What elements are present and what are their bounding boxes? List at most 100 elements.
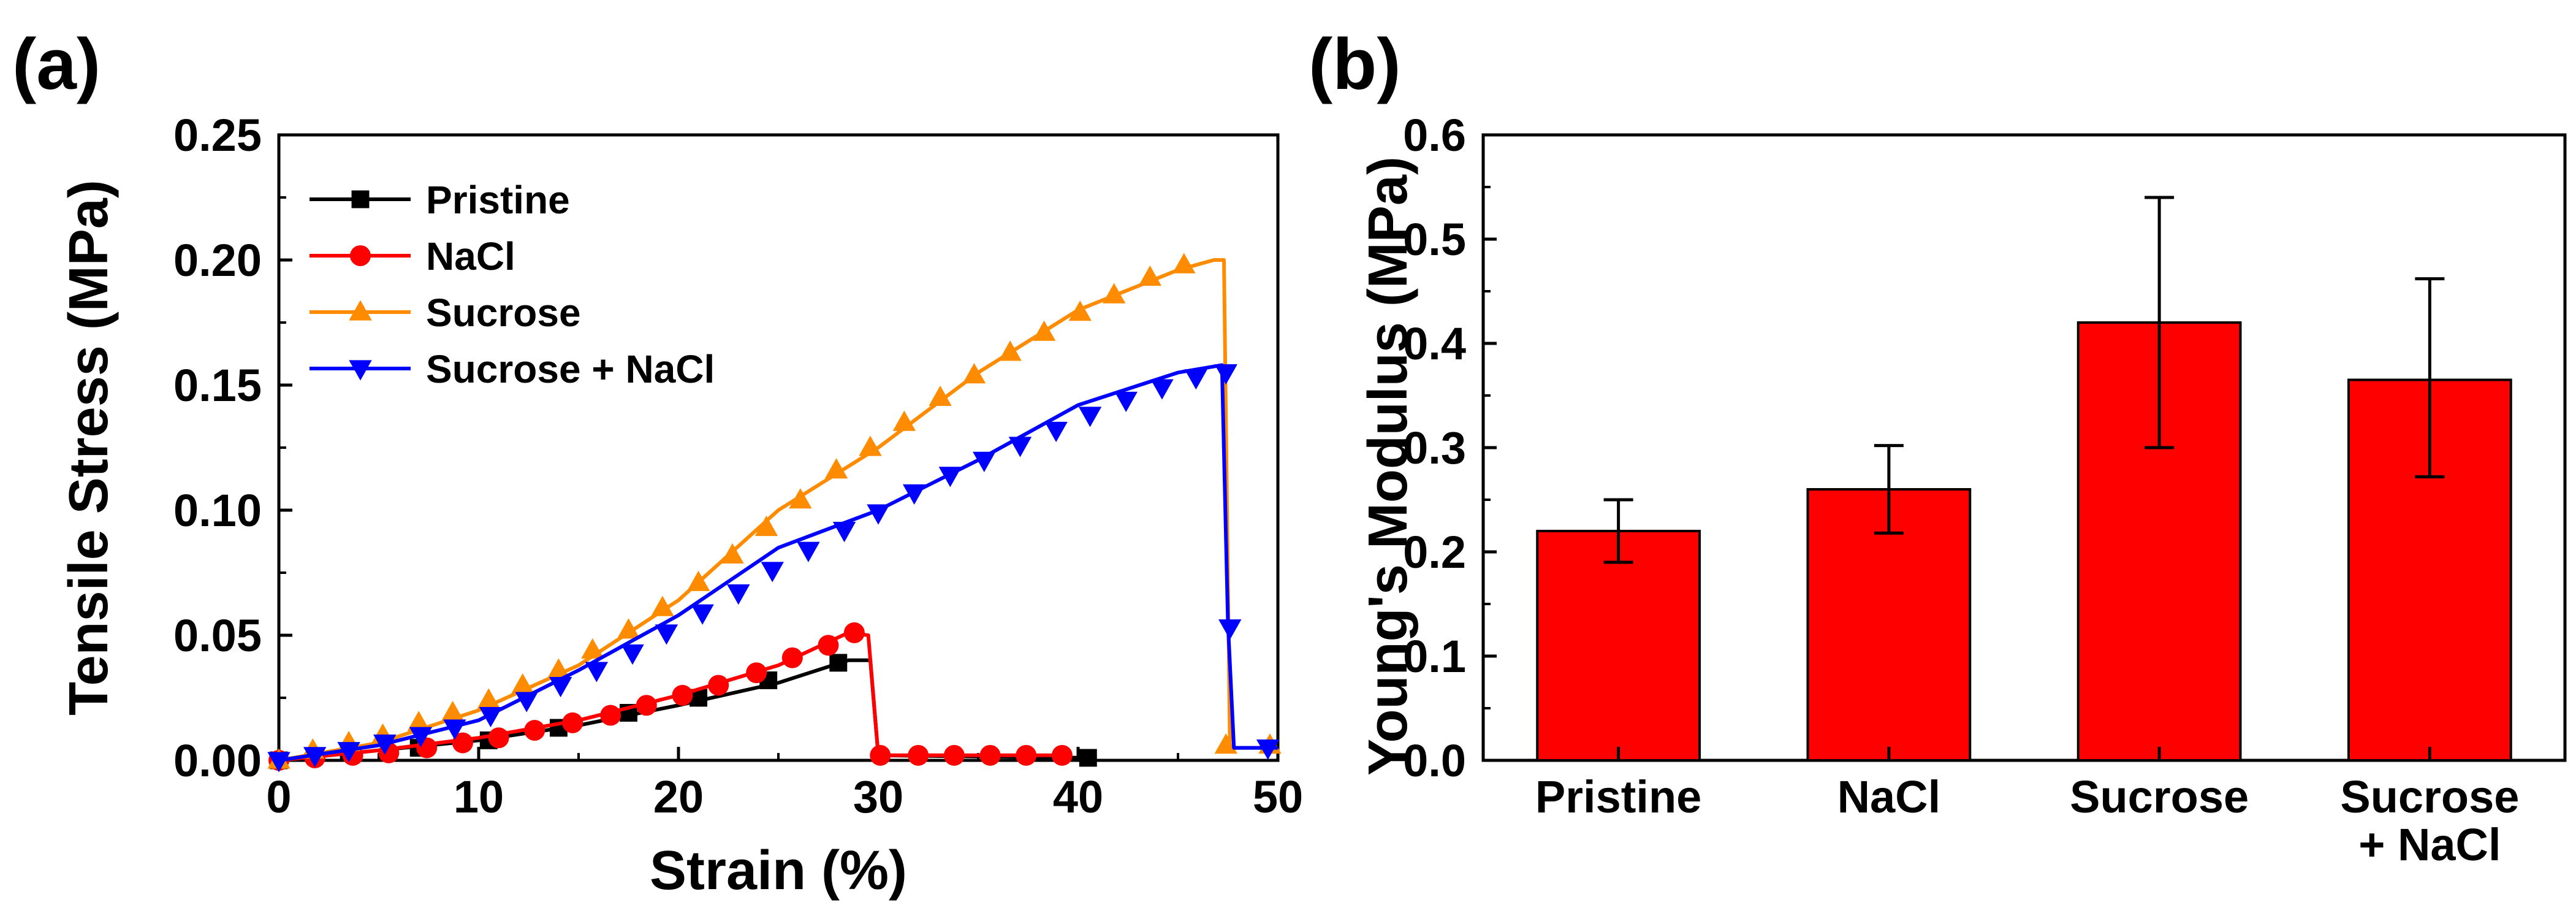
data-point-nacl [488,727,509,749]
legend-label-sucrose: Sucrose [426,291,581,335]
data-point-sucrose-nacl [1044,421,1068,442]
data-point-sucrose-nacl [549,677,572,698]
category-label: Pristine [1535,771,1701,822]
y-axis-title-a: Tensile Stress (MPa) [58,180,120,716]
data-point-sucrose-nacl [585,662,609,682]
data-point-sucrose-nacl [761,562,784,583]
series-nacl [268,622,1073,771]
data-point-sucrose [1102,283,1126,304]
y-tick-label: 0.5 [1403,214,1466,265]
x-axis-title-a: Strain (%) [650,840,907,901]
data-point-nacl [672,684,693,706]
y-tick-label: 0.4 [1403,318,1466,369]
error-bar [2415,277,2445,479]
data-point-sucrose-nacl [938,467,962,487]
data-point-sucrose [581,638,604,659]
data-point-sucrose-nacl [373,734,397,755]
data-point-sucrose [1214,733,1237,754]
data-point-sucrose [511,673,534,694]
data-point-nacl [908,744,929,766]
legend-label-pristine: Pristine [426,178,570,222]
data-point-sucrose-nacl [797,541,820,562]
data-point-nacl [746,662,767,684]
data-point-nacl [708,675,729,696]
data-point-nacl [600,705,621,726]
category-label: Sucrose [2070,771,2249,822]
legend-label-sucrose-nacl: Sucrose + NaCl [426,347,715,391]
x-tick-label: 30 [853,771,903,822]
youngs-modulus-chart: (b) 0.0 0.1 0.2 0.3 0.4 0.5 0.6 Pristine NaCl Su… [1309,24,2567,870]
data-point-nacl [452,732,473,754]
data-point-sucrose [892,410,916,431]
y-tick-label: 0.05 [173,610,262,661]
data-point-sucrose-nacl [1078,407,1102,427]
data-point-sucrose [754,516,778,537]
data-point-nacl [1051,744,1073,766]
data-point-nacl [1016,744,1037,766]
y-tick-label: 0.20 [173,235,262,286]
legend-marker-sucrose-nacl [349,360,372,381]
data-point-sucrose [929,385,952,406]
data-point-nacl [562,712,583,733]
data-point-sucrose-nacl [621,644,644,665]
y-tick-label: 0.10 [173,485,262,536]
data-point-sucrose-nacl [479,706,503,728]
data-point-sucrose [617,618,640,639]
x-tick-label: 50 [1253,771,1303,822]
y-tick-label: 0.1 [1403,631,1466,682]
data-point-sucrose-nacl [1150,379,1174,400]
legend-marker-sucrose [349,300,372,321]
legend-item-sucrose-nacl: Sucrose + NaCl [310,347,715,391]
data-point-sucrose [721,543,744,564]
data-point-sucrose [1068,300,1092,321]
data-point-sucrose-nacl [1214,364,1237,385]
data-point-sucrose-nacl [267,752,291,773]
legend-marker-nacl [350,245,371,266]
data-point-sucrose-nacl [973,451,996,472]
y-tick-label: 0.00 [173,735,262,786]
data-point-sucrose-nacl [409,727,433,747]
data-point-nacl [979,744,1001,766]
data-point-pristine [829,654,848,672]
series-sucrose [267,253,1282,769]
y-tick-label: 0.3 [1403,422,1466,473]
data-point-sucrose-nacl [1008,437,1032,457]
data-point-sucrose-nacl [867,504,890,525]
x-tick-label: 20 [653,771,704,822]
y-tick-label: 0.15 [173,360,262,411]
series-sucrose-nacl [267,363,1280,773]
data-point-nacl [818,635,839,656]
data-point-sucrose [859,435,882,456]
data-point-sucrose [962,363,986,384]
legend-item-nacl: NaCl [310,234,515,278]
y-tick-label: 0.25 [173,110,262,161]
legend-label-nacl: NaCl [426,234,515,278]
y-tick-label: 0.2 [1403,527,1466,578]
data-point-sucrose-nacl [443,719,466,740]
data-point-sucrose [441,700,465,722]
panel-b-label: (b) [1309,24,1401,105]
data-point-nacl [943,744,965,766]
data-point-sucrose [1032,320,1056,341]
x-tick-label: 10 [454,771,504,822]
data-point-sucrose [547,658,571,679]
data-point-sucrose [824,458,848,479]
data-point-nacl [870,744,891,766]
data-point-sucrose [1172,253,1196,273]
data-point-sucrose-nacl [337,742,360,763]
data-point-sucrose-nacl [1114,391,1138,413]
data-point-nacl [781,647,803,668]
series-line-pristine [278,658,1089,762]
legend-item-pristine: Pristine [310,178,570,222]
data-point-sucrose [686,570,710,591]
data-point-sucrose [998,340,1022,361]
error-bar [1874,444,1904,535]
data-point-sucrose [477,688,500,709]
bar [1536,530,1701,762]
category-label: Sucrose + NaCl [2340,771,2519,870]
data-point-sucrose [651,595,674,616]
data-point-sucrose-nacl [832,522,856,543]
stress-strain-chart: (a) 0 10 20 30 40 50 0.00 0.05 0.10 0.15 0.20 0.25… [12,24,1303,901]
x-tick-label: 0 [266,771,291,822]
legend-item-sucrose: Sucrose [310,291,581,335]
